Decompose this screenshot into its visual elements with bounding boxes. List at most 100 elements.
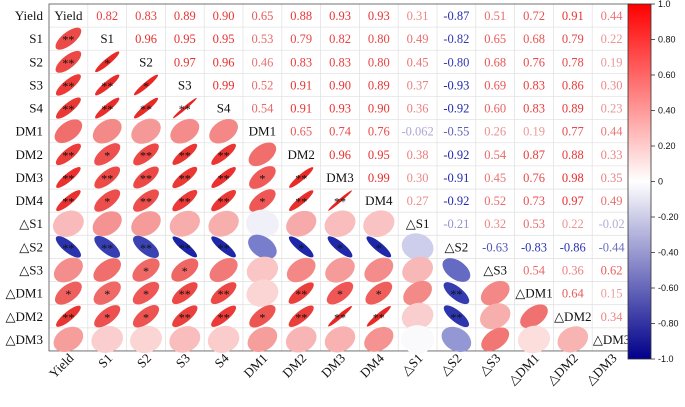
diagonal-label: DM1 — [249, 124, 276, 139]
significance-mark: * — [259, 195, 265, 209]
correlation-value: 0.82 — [96, 9, 118, 23]
significance-mark: ** — [450, 287, 462, 301]
correlation-value: 0.97 — [562, 194, 584, 208]
correlation-ellipse — [130, 325, 162, 354]
significance-mark: ** — [62, 310, 74, 324]
correlation-value: 0.60 — [484, 102, 506, 116]
correlation-value: 0.35 — [601, 171, 623, 185]
significance-mark: * — [259, 310, 265, 324]
column-label: DM1 — [241, 350, 271, 380]
correlation-ellipse — [325, 257, 355, 283]
correlation-value: 0.73 — [523, 194, 545, 208]
significance-mark: * — [104, 310, 110, 324]
correlation-value: -0.87 — [443, 9, 469, 23]
colorbar-tick-label: 0 — [658, 177, 663, 187]
correlation-value: 0.53 — [523, 217, 545, 231]
correlation-value: -0.02 — [599, 217, 625, 231]
correlation-value: 0.77 — [562, 125, 584, 139]
correlation-ellipse — [172, 305, 198, 328]
diagonal-label: Yield — [54, 8, 83, 23]
correlation-ellipse — [132, 258, 160, 282]
colorbar-tick-label: -1.0 — [658, 354, 674, 364]
correlation-value: 0.53 — [251, 32, 273, 46]
correlation-value: 0.49 — [407, 32, 429, 46]
correlation-value: 0.30 — [407, 171, 429, 185]
correlation-ellipse — [172, 143, 198, 165]
significance-mark: * — [298, 241, 304, 255]
significance-mark: ** — [62, 33, 74, 47]
correlation-ellipse — [171, 282, 198, 305]
correlation-ellipse — [94, 166, 121, 189]
row-label: S4 — [29, 101, 43, 116]
significance-mark: * — [143, 79, 149, 93]
diagonal-label: S2 — [139, 54, 153, 69]
significance-mark: ** — [334, 195, 346, 209]
correlation-value: -0.92 — [443, 194, 469, 208]
correlation-value: -0.062 — [401, 125, 433, 139]
row-label: DM2 — [16, 147, 43, 162]
column-label: DM2 — [279, 350, 309, 380]
column-label: S3 — [173, 350, 193, 370]
significance-mark: ** — [218, 241, 230, 255]
matrix-cells: Yield 0.82 0.83 0.89 0.90 0.65 0.88 0.93 0.93 0.3… — [52, 8, 630, 354]
correlation-value: 0.96 — [329, 148, 351, 162]
correlation-value: 0.54 — [484, 148, 507, 162]
diagonal-label: △S3 — [483, 262, 507, 277]
row-label: DM1 — [16, 124, 43, 139]
significance-mark: ** — [62, 241, 74, 255]
row-label: S2 — [29, 54, 43, 69]
significance-mark: ** — [179, 287, 191, 301]
correlation-ellipse — [53, 326, 84, 353]
correlation-ellipse — [171, 258, 199, 282]
colorbar-tick-label: 1.0 — [658, 0, 671, 9]
correlation-value: 0.68 — [523, 32, 545, 46]
correlation-value: 0.90 — [368, 102, 390, 116]
diagonal-label: △DM3 — [593, 332, 630, 347]
correlation-ellipse — [91, 325, 124, 353]
column-label: DM4 — [357, 350, 387, 380]
significance-mark: ** — [140, 148, 152, 162]
significance-mark: ** — [101, 171, 113, 185]
correlation-value: 0.44 — [601, 125, 624, 139]
significance-mark: ** — [218, 148, 230, 162]
correlation-value: 0.78 — [562, 55, 584, 69]
correlation-value: 0.32 — [484, 217, 506, 231]
correlation-ellipse — [210, 282, 237, 305]
correlation-value: 0.87 — [523, 148, 545, 162]
correlation-value: 0.93 — [329, 102, 351, 116]
significance-mark: ** — [62, 171, 74, 185]
significance-mark: ** — [218, 287, 230, 301]
correlation-value: 0.89 — [174, 9, 196, 23]
correlation-value: 0.99 — [213, 78, 235, 92]
significance-mark: ** — [101, 79, 113, 93]
correlation-ellipse — [94, 189, 121, 212]
row-label: Yield — [15, 8, 44, 23]
correlation-ellipse — [132, 281, 160, 305]
correlation-ellipse — [328, 190, 352, 211]
correlation-value: -0.21 — [443, 217, 469, 231]
row-label: △DM1 — [6, 286, 43, 301]
correlation-ellipse — [133, 97, 159, 119]
row-label: △DM3 — [6, 332, 43, 347]
significance-mark: ** — [62, 79, 74, 93]
correlation-value: 0.76 — [523, 55, 545, 69]
correlation-value: 0.69 — [484, 78, 506, 92]
correlation-value: 0.80 — [368, 32, 390, 46]
significance-mark: * — [337, 241, 343, 255]
correlation-ellipse — [402, 256, 433, 284]
correlation-ellipse — [442, 258, 471, 282]
correlation-ellipse — [169, 210, 200, 237]
correlation-value: 0.45 — [407, 55, 429, 69]
correlation-value: 0.31 — [407, 9, 429, 23]
correlation-value: 0.74 — [329, 125, 352, 139]
correlation-ellipse — [288, 305, 314, 327]
correlation-value: 0.97 — [174, 55, 196, 69]
column-label: △DM1 — [505, 350, 542, 387]
significance-mark: ** — [140, 171, 152, 185]
significance-mark: ** — [101, 102, 113, 116]
significance-mark: * — [104, 287, 110, 301]
correlation-value: 0.65 — [290, 125, 312, 139]
correlation-ellipse — [324, 326, 356, 353]
correlation-ellipse — [441, 326, 472, 353]
